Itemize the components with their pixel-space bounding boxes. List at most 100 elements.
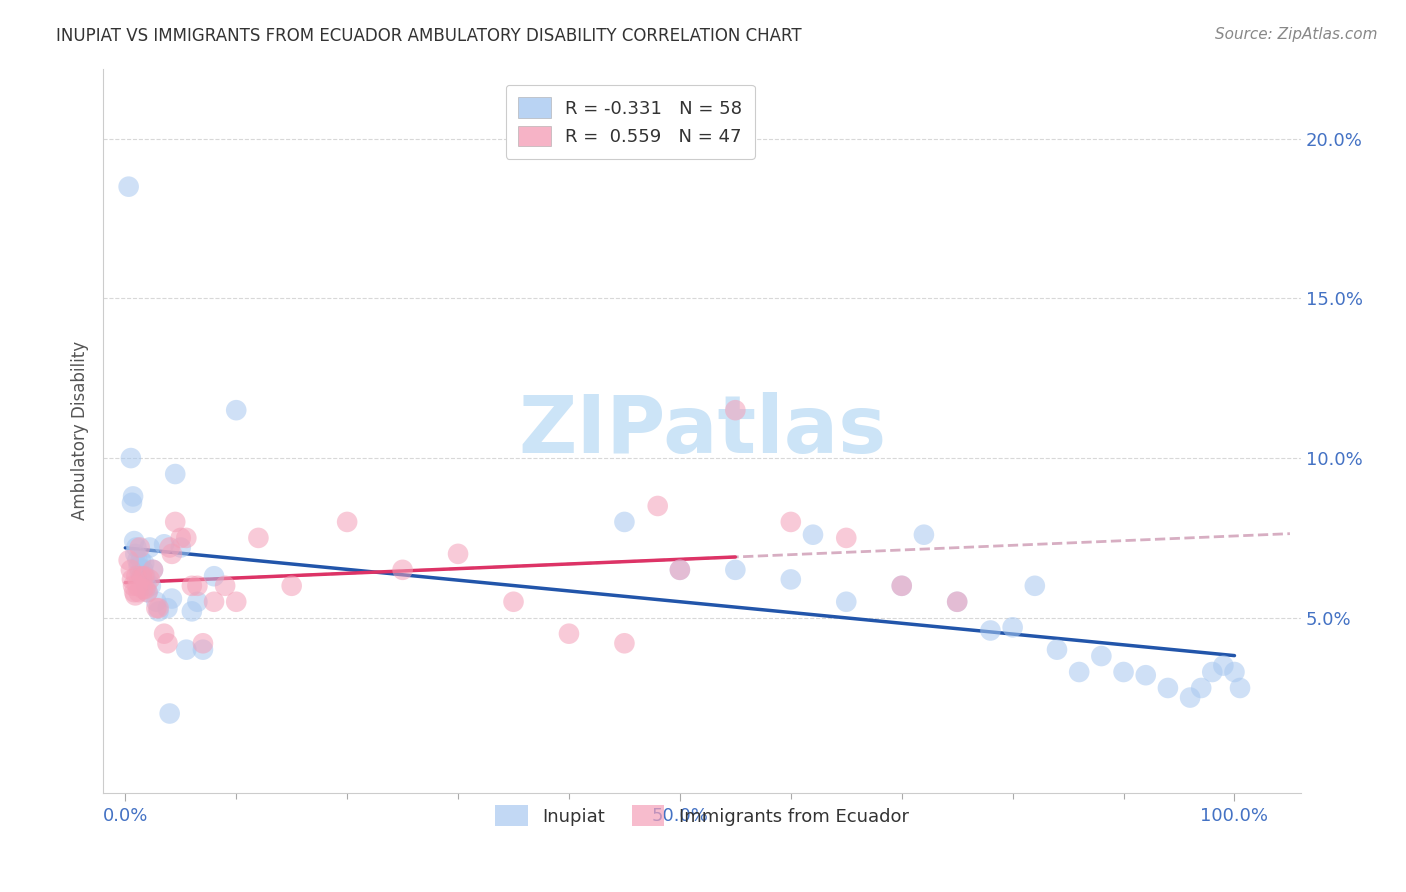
Point	[502, 595, 524, 609]
Point	[117, 553, 139, 567]
Point	[125, 541, 148, 555]
Point	[1189, 681, 1212, 695]
Point	[128, 559, 150, 574]
Point	[558, 626, 581, 640]
Text: Source: ZipAtlas.com: Source: ZipAtlas.com	[1215, 27, 1378, 42]
Point	[136, 585, 159, 599]
Point	[669, 563, 692, 577]
Point	[801, 527, 824, 541]
Point	[176, 531, 198, 545]
Point	[127, 553, 149, 567]
Point	[128, 541, 150, 555]
Point	[145, 595, 167, 609]
Point	[117, 179, 139, 194]
Point	[142, 563, 165, 577]
Point	[202, 595, 225, 609]
Text: INUPIAT VS IMMIGRANTS FROM ECUADOR AMBULATORY DISABILITY CORRELATION CHART: INUPIAT VS IMMIGRANTS FROM ECUADOR AMBUL…	[56, 27, 801, 45]
Point	[1046, 642, 1069, 657]
Point	[1223, 665, 1246, 679]
Point	[120, 451, 142, 466]
Point	[647, 499, 669, 513]
Point	[159, 541, 181, 555]
Point	[128, 566, 150, 580]
Point	[153, 626, 176, 640]
Point	[669, 563, 692, 577]
Point	[121, 573, 143, 587]
Point	[890, 579, 912, 593]
Point	[156, 636, 179, 650]
Point	[122, 585, 145, 599]
Point	[170, 541, 193, 555]
Point	[128, 585, 150, 599]
Point	[160, 547, 183, 561]
Point	[138, 573, 160, 587]
Point	[336, 515, 359, 529]
Point	[148, 601, 170, 615]
Point	[1112, 665, 1135, 679]
Point	[165, 515, 187, 529]
Point	[138, 541, 160, 555]
Point	[120, 563, 142, 577]
Point	[835, 595, 858, 609]
Point	[1135, 668, 1157, 682]
Point	[214, 579, 236, 593]
Point	[225, 595, 247, 609]
Point	[447, 547, 470, 561]
Point	[1157, 681, 1180, 695]
Point	[148, 604, 170, 618]
Point	[145, 601, 167, 615]
Point	[165, 467, 187, 481]
Legend: Inupiat, Immigrants from Ecuador: Inupiat, Immigrants from Ecuador	[486, 797, 918, 835]
Point	[124, 547, 146, 561]
Point	[134, 569, 156, 583]
Point	[280, 579, 302, 593]
Point	[202, 569, 225, 583]
Point	[180, 579, 202, 593]
Point	[122, 579, 145, 593]
Point	[779, 515, 801, 529]
Point	[1090, 648, 1112, 663]
Point	[134, 569, 156, 583]
Point	[132, 563, 155, 577]
Point	[131, 569, 153, 583]
Point	[139, 579, 162, 593]
Point	[1178, 690, 1201, 705]
Point	[1212, 658, 1234, 673]
Point	[1229, 681, 1251, 695]
Point	[124, 588, 146, 602]
Point	[613, 636, 636, 650]
Point	[176, 642, 198, 657]
Point	[186, 579, 208, 593]
Point	[225, 403, 247, 417]
Point	[170, 531, 193, 545]
Point	[1201, 665, 1223, 679]
Point	[131, 569, 153, 583]
Point	[835, 531, 858, 545]
Point	[1001, 620, 1024, 634]
Point	[946, 595, 969, 609]
Point	[613, 515, 636, 529]
Point	[125, 569, 148, 583]
Point	[142, 563, 165, 577]
Point	[979, 624, 1001, 638]
Point	[1069, 665, 1091, 679]
Point	[890, 579, 912, 593]
Point	[122, 534, 145, 549]
Point	[159, 706, 181, 721]
Point	[156, 601, 179, 615]
Point	[136, 585, 159, 599]
Point	[134, 557, 156, 571]
Point	[134, 582, 156, 596]
Point	[724, 403, 747, 417]
Point	[946, 595, 969, 609]
Point	[153, 537, 176, 551]
Point	[912, 527, 935, 541]
Point	[1024, 579, 1046, 593]
Point	[191, 636, 214, 650]
Point	[186, 595, 208, 609]
Y-axis label: Ambulatory Disability: Ambulatory Disability	[72, 342, 89, 521]
Point	[247, 531, 270, 545]
Point	[180, 604, 202, 618]
Point	[779, 573, 801, 587]
Point	[191, 642, 214, 657]
